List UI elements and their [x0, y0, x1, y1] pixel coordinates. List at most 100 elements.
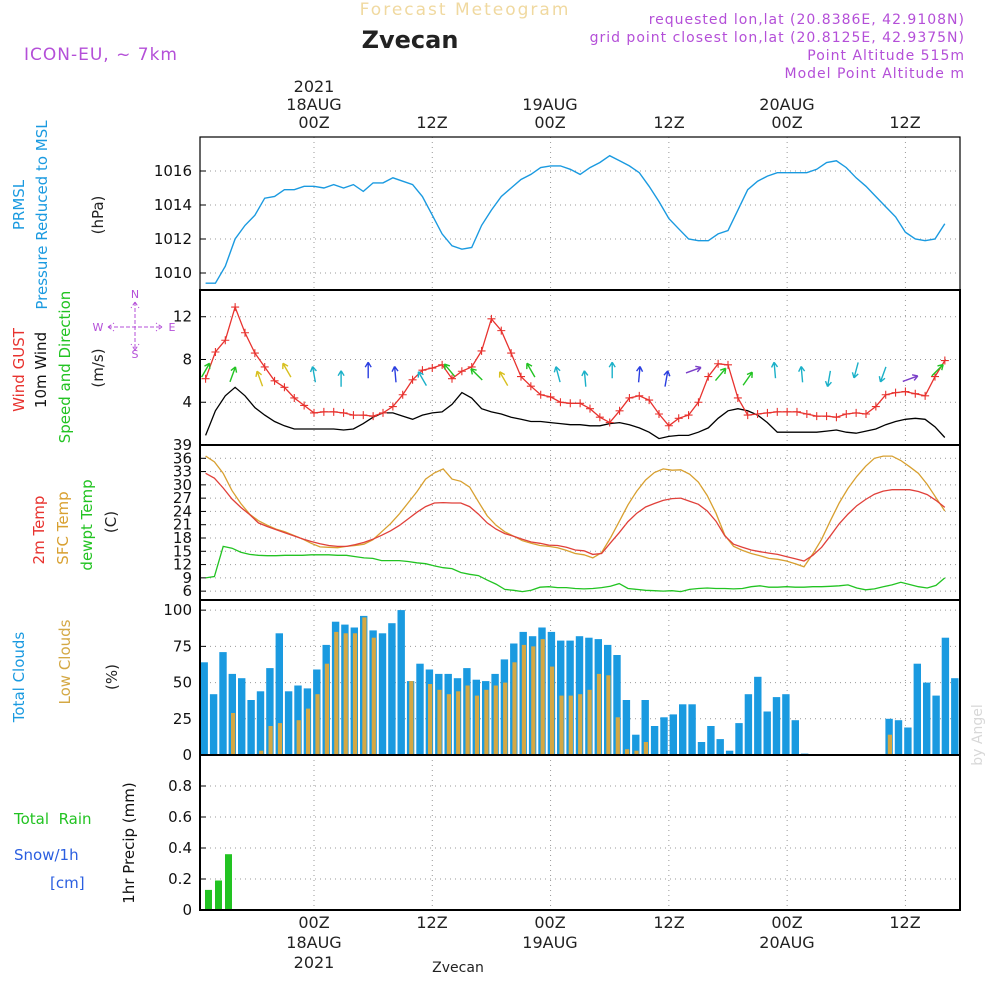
wind-dir-label: Speed and Direction: [56, 291, 74, 444]
watermark-credit: by Angel: [970, 704, 986, 765]
gust-marker: [526, 382, 535, 391]
low-cloud-bar: [324, 663, 329, 755]
ytick-label-4-4: 100: [163, 601, 192, 619]
gust-marker: [684, 411, 693, 420]
low-cloud-bar: [634, 750, 639, 755]
wind-arrow-shaft: [581, 370, 589, 387]
top-tick-1: 00Z: [298, 113, 329, 132]
rain-bar: [205, 889, 212, 910]
grid-point-coords: grid point closest lon,lat (20.8125E, 42…: [590, 30, 965, 46]
wind-arrow: [931, 363, 944, 377]
low-cloud-bar: [474, 695, 480, 755]
gust-marker: [576, 399, 585, 408]
gust-label: Wind GUST: [10, 327, 28, 412]
bottom-tick-3: 00Z: [534, 913, 565, 932]
wind-arrow: [391, 366, 399, 383]
wind-label: 10m Wind: [32, 332, 50, 408]
pressure-label-2: Pressure Reduced to MSL: [33, 120, 51, 310]
gust-marker: [674, 414, 683, 423]
gust-marker: [704, 372, 713, 381]
low-cloud-bar: [521, 644, 526, 755]
low-cloud-bar: [277, 723, 283, 755]
gust-marker: [743, 411, 752, 420]
total-cloud-bar: [238, 678, 246, 755]
bottom-date-3: 20AUG: [759, 933, 814, 952]
panel-4: 0 25 50 75 100: [163, 600, 960, 764]
bottom-tick-2: 12Z: [416, 913, 447, 932]
total-cloud-bar: [894, 720, 903, 755]
gust-marker: [398, 390, 407, 399]
total-cloud-bar: [913, 663, 921, 755]
ytick-label-1-0: 1010: [154, 264, 192, 282]
gust-marker: [585, 404, 594, 413]
gust-line: [204, 305, 946, 427]
ytick-label-3-8: 30: [173, 476, 192, 494]
gust-marker: [930, 372, 939, 381]
panel-1: 1010 1012 1014 1016: [154, 137, 960, 290]
low-cloud-bar: [540, 639, 545, 755]
wind-arrow: [498, 371, 509, 386]
low-cloud-bar: [606, 675, 611, 755]
low-cloud-bar: [625, 749, 630, 755]
gust-marker: [921, 391, 930, 400]
gust-marker: [546, 392, 555, 401]
low-cloud-bar: [484, 689, 489, 755]
low-cloud-bar: [296, 720, 301, 755]
compass-n: N: [131, 288, 139, 301]
low-cloud-bar: [550, 666, 555, 755]
gust-marker: [241, 328, 250, 337]
low-cloud-bar: [493, 685, 498, 755]
dewpt-line: [205, 545, 946, 593]
gust-marker: [378, 408, 387, 417]
wind-arrow: [581, 370, 589, 387]
low-cloud-bar: [503, 682, 508, 755]
total-cloud-bar: [397, 610, 405, 755]
low-cloud-bar: [268, 726, 273, 755]
total-cloud-bar: [219, 652, 227, 755]
wind-arrow: [770, 361, 779, 379]
wind-arrow-shaft: [878, 366, 887, 383]
wind-arrow: [470, 368, 483, 381]
gust-marker: [871, 402, 880, 411]
ytick-label-3-7: 27: [173, 489, 192, 507]
wind-arrow: [364, 361, 372, 379]
ytick-label-3-5: 21: [173, 516, 192, 534]
total-cloud-bar: [688, 704, 696, 755]
wind-arrow-shaft: [255, 370, 264, 387]
wind-arrow-shaft: [309, 366, 317, 383]
footer-location: Zvecan: [432, 960, 484, 976]
bottom-tick-4: 12Z: [653, 913, 684, 932]
low-cloud-bar: [531, 646, 536, 755]
total-cloud-bar: [200, 662, 208, 755]
wind-arrow: [553, 366, 561, 383]
gust-marker: [694, 398, 703, 407]
gust-marker: [605, 418, 614, 427]
gust-marker: [842, 410, 851, 418]
precip-unit: 1hr Precip (mm): [120, 782, 138, 903]
gust-marker: [566, 399, 575, 408]
wind-arrow: [282, 362, 292, 378]
gust-marker: [635, 391, 644, 400]
total-cloud-bar: [660, 717, 668, 755]
low-cloud-bar: [352, 633, 358, 755]
snow-unit-label: [cm]: [50, 874, 85, 892]
ytick-label-1-1: 1012: [154, 230, 192, 248]
ytick-label-4-3: 75: [173, 637, 192, 655]
gust-marker: [723, 360, 732, 369]
dewpt-label: dewpt Temp: [78, 479, 96, 570]
total-cloud-bar: [275, 633, 283, 755]
gust-marker: [773, 407, 782, 416]
low-cloud-bar: [259, 750, 264, 755]
wind-arrow-shaft: [636, 366, 644, 383]
low-cloud-bar: [334, 631, 339, 755]
pressure-label-1: PRMSL: [10, 179, 28, 230]
gust-marker: [221, 336, 230, 345]
ytick-label-3-2: 12: [173, 556, 192, 574]
wind-arrow-shaft: [770, 361, 779, 379]
wind-arrow-shaft: [526, 362, 536, 378]
panel-2: 4 8 12: [173, 290, 960, 445]
wind-arrow-shaft: [608, 361, 616, 379]
low-cloud-bar: [587, 689, 592, 755]
gust-marker: [339, 408, 348, 417]
total-cloud-bar: [754, 676, 762, 755]
